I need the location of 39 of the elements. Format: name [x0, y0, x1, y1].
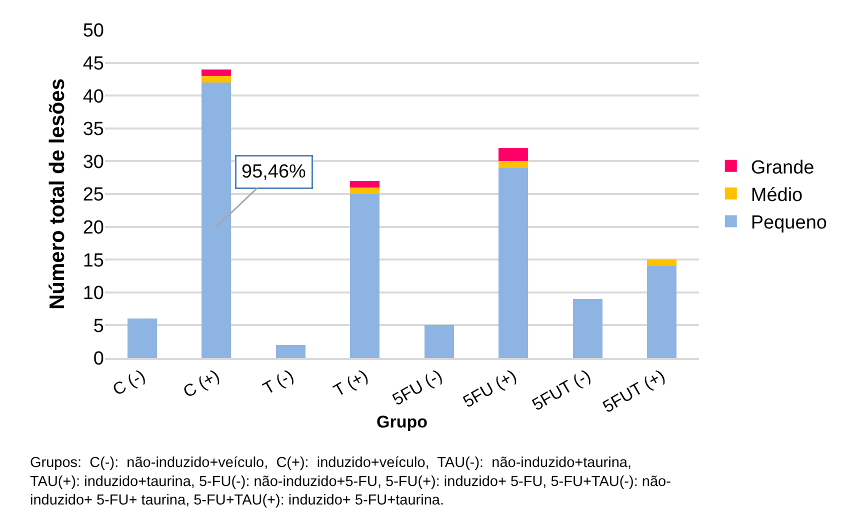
bar — [647, 260, 677, 266]
y-tick-label: 45 — [82, 53, 104, 74]
bar — [350, 194, 380, 358]
y-tick-label: 30 — [82, 152, 104, 173]
bar — [276, 344, 306, 358]
y-tick-label: 25 — [82, 184, 104, 206]
y-tick-label: 15 — [82, 250, 104, 272]
annotation: 95,46% — [242, 162, 306, 182]
bar — [498, 161, 528, 168]
y-tick-label: 10 — [82, 283, 104, 304]
y-tick-label: 0 — [93, 348, 104, 370]
x-tick-label: C (+) — [180, 366, 223, 402]
bar — [350, 180, 380, 188]
bar — [498, 148, 528, 162]
bar — [424, 325, 454, 358]
bar — [202, 69, 232, 76]
x-tick-label: C (-) — [109, 366, 148, 400]
bar — [127, 318, 157, 358]
bar — [350, 187, 380, 194]
y-tick-label: 40 — [82, 86, 104, 108]
x-axis-title: Grupo — [376, 412, 428, 432]
y-axis-title: Número total de lesões — [46, 78, 70, 310]
legend-label: Grande — [750, 157, 814, 178]
bar — [498, 168, 528, 358]
bar — [572, 298, 602, 358]
bar — [202, 76, 232, 82]
y-tick-label: 5 — [93, 316, 104, 337]
x-tick-label: T (+) — [330, 366, 372, 401]
bar — [202, 82, 232, 358]
y-tick-label: 50 — [82, 20, 104, 42]
legend-label: Médio — [750, 184, 803, 206]
y-tick-label: 35 — [82, 119, 104, 140]
bar — [647, 266, 677, 358]
x-tick-label: 5FU (-) — [389, 366, 446, 410]
x-tick-label: 5FU (+) — [460, 366, 520, 412]
legend-label: Pequeno — [750, 212, 827, 234]
x-tick-label: T (-) — [260, 366, 297, 398]
text: Grupos: C(-): não-induzido+veículo, C(+): induzido+veículo, TAU(-): não-induzido+taurina, TAU(+): induzido+taurina, 5-FU(-): não-induzido+5-FU, 5-FU(+): induzido+ 5-FU, 5-FU+TAU(-): não-induzido+ 5-FU+ taurina, 5-FU+TAU(+): induzido+ 5-FU+taurina. — [30, 455, 672, 509]
y-tick-label: 20 — [82, 217, 104, 238]
